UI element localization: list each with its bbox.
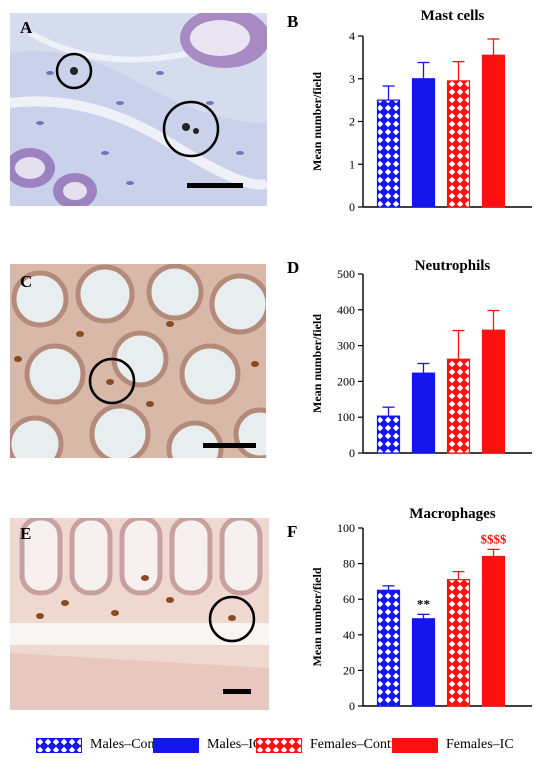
- legend-label-females-ic: Females–IC: [446, 737, 514, 752]
- panel-letter-c: C: [20, 272, 33, 291]
- micrograph-a-image: [10, 13, 267, 206]
- legend-item-females-ic: Females–IC: [392, 734, 514, 756]
- panel-letter-d: D: [287, 258, 300, 277]
- y-tick-label-b: 0: [349, 200, 355, 214]
- bar-d-4: [481, 329, 506, 454]
- y-tick-label-f: 80: [343, 557, 355, 571]
- panel-letter-e: E: [20, 524, 32, 543]
- charts-canvas: Mast cells Mean number/field 0 1 2 3 4 Neutroph…: [310, 8, 532, 713]
- y-tick-label-f: 20: [343, 663, 355, 677]
- chart-title-f: Macrophages: [409, 506, 496, 522]
- y-tick-label-d: 400: [337, 303, 355, 317]
- legend: Males–Control Males–IC Females–Control F…: [0, 734, 550, 756]
- legend-swatch-females-control: [256, 737, 302, 753]
- panel-letter-a: A: [20, 18, 33, 37]
- bar-f-3: [446, 579, 471, 707]
- y-tick-label-f: 100: [337, 521, 355, 535]
- y-tick-label-d: 300: [337, 339, 355, 353]
- bar-b-3: [446, 80, 471, 208]
- y-tick-label-b: 4: [349, 29, 355, 43]
- bar-f-4: [481, 555, 506, 707]
- legend-swatch-males-control: [36, 737, 82, 753]
- y-axis-label-f: Mean number/field: [310, 567, 324, 666]
- bar-b-4: [481, 54, 506, 208]
- micrograph-a: [10, 13, 267, 206]
- panel-letter-f: F: [287, 522, 298, 541]
- bar-f-2: [411, 618, 436, 707]
- y-tick-label-f: 60: [343, 592, 355, 606]
- legend-item-females-control: Females–Control: [256, 734, 406, 756]
- legend-swatch-females-ic: [392, 737, 438, 753]
- bar-b-2: [411, 78, 436, 208]
- annotation-f-4: $$$$: [481, 531, 508, 546]
- panel-letter-b: B: [287, 12, 299, 31]
- y-tick-label-d: 0: [349, 446, 355, 460]
- micrograph-c: [10, 264, 266, 458]
- bar-b-1: [376, 99, 401, 208]
- chart-title-b: Mast cells: [421, 8, 485, 24]
- chart-title-d: Neutrophils: [415, 258, 491, 274]
- y-tick-label-b: 1: [349, 157, 355, 171]
- micrograph-e-image: [10, 518, 269, 710]
- y-tick-label-d: 200: [337, 374, 355, 388]
- y-tick-label-f: 0: [349, 699, 355, 713]
- y-tick-label-d: 100: [337, 410, 355, 424]
- bar-d-1: [376, 415, 401, 454]
- micrograph-c-image: [10, 264, 266, 458]
- y-tick-label-b: 3: [349, 72, 355, 86]
- y-tick-label-d: 500: [337, 267, 355, 281]
- legend-label-females-control: Females–Control: [310, 737, 407, 752]
- legend-item-males-ic: Males–IC: [153, 734, 262, 756]
- bar-d-2: [411, 372, 436, 454]
- y-axis-label-d: Mean number/field: [310, 314, 324, 413]
- legend-label-males-ic: Males–IC: [207, 737, 263, 752]
- y-tick-label-f: 40: [343, 628, 355, 642]
- y-axis-label-b: Mean number/field: [310, 72, 324, 171]
- bar-f-1: [376, 589, 401, 707]
- legend-swatch-males-ic: [153, 737, 199, 753]
- bar-d-3: [446, 358, 471, 454]
- annotation-f-2: **: [417, 596, 430, 611]
- y-tick-label-b: 2: [349, 115, 355, 129]
- micrograph-e: [10, 518, 269, 710]
